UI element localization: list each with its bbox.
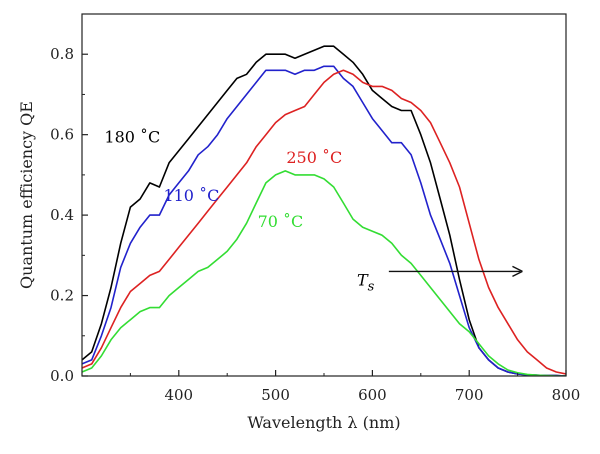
series-line-3: [82, 170, 566, 376]
y-tick-label: 0.8: [50, 45, 74, 63]
ts-label: Ts: [357, 270, 375, 294]
x-tick-label: 500: [261, 386, 290, 404]
series-group: [82, 45, 566, 376]
x-tick-label: 600: [358, 386, 387, 404]
plot-frame: [81, 13, 567, 377]
axis-ticks: 400 500 600 700 800 0.0 0.2 0.4 0.6 0.8: [50, 13, 581, 404]
y-tick-label: 0.4: [50, 206, 74, 224]
y-axis-title: Quantum efficiency QE: [17, 101, 36, 289]
series-line-2: [82, 69, 566, 375]
series-line-1: [82, 65, 566, 376]
ts-arrow-head: [512, 265, 523, 278]
series-label-1: 110 ˚C: [163, 186, 219, 205]
x-tick-label: 800: [552, 386, 581, 404]
series-label-3: 70 ˚C: [258, 212, 304, 231]
annotations: 180 ˚C 110 ˚C 250 ˚C 70 ˚C Ts: [104, 128, 523, 294]
series-label-2: 250 ˚C: [286, 148, 342, 167]
x-axis-title: Wavelength λ (nm): [247, 413, 400, 432]
plot-content: 180 ˚C 110 ˚C 250 ˚C 70 ˚C Ts: [82, 45, 566, 376]
x-tick-label: 400: [164, 386, 193, 404]
y-tick-label: 0.0: [50, 367, 74, 385]
series-line-0: [82, 45, 566, 376]
x-tick-label: 700: [455, 386, 484, 404]
y-tick-label: 0.2: [50, 287, 74, 305]
y-tick-label: 0.6: [50, 126, 74, 144]
series-label-0: 180 ˚C: [104, 128, 160, 147]
